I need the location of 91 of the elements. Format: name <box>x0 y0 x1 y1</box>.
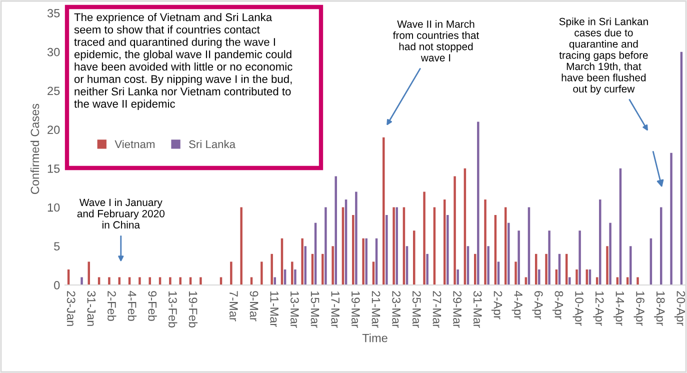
x-tick-label: 8-Apr <box>552 291 564 320</box>
bar <box>362 238 364 285</box>
bar <box>80 277 83 285</box>
x-tick-label: 18-Apr <box>654 291 665 326</box>
bar <box>291 262 294 285</box>
legend-label: Sri Lanka <box>189 140 236 148</box>
x-tick-label: 10-Apr <box>572 291 584 326</box>
x-tick-label: 19-Feb <box>188 291 198 328</box>
y-tick-label: 20 <box>48 126 60 134</box>
bar <box>538 269 540 285</box>
bar <box>568 277 571 285</box>
x-tick-label: 6-Apr <box>532 291 543 320</box>
x-tick-label: 27-Mar <box>432 291 442 328</box>
bar <box>396 207 398 285</box>
x-tick-label: 4-Apr <box>512 290 522 320</box>
y-tick-label: 35 <box>47 9 60 18</box>
bar <box>138 277 141 285</box>
y-axis-title: Confirmed Cases <box>30 104 40 194</box>
x-tick-label: 4-Feb <box>128 290 137 321</box>
legend-label: Vietnam <box>114 140 154 148</box>
bar <box>260 262 263 285</box>
bar <box>426 254 428 285</box>
bar <box>456 269 459 285</box>
bar <box>200 277 202 285</box>
annotation: Spike in Sri Lankan cases due to quarantine and tracing gaps before March 19th, that have been flushed out by curfew <box>559 18 648 95</box>
x-tick-label: 11-Mar <box>270 291 278 327</box>
x-tick-label: 9-Mar <box>250 291 258 322</box>
bar <box>670 152 672 285</box>
x-tick-label: 16-Apr <box>634 291 644 326</box>
bar <box>355 192 358 285</box>
bar <box>636 277 639 285</box>
y-tick-label: 5 <box>54 242 60 251</box>
bar <box>382 137 385 285</box>
y-tick-label: 15 <box>48 164 60 173</box>
bar <box>518 230 520 285</box>
bar <box>365 238 368 285</box>
bar <box>454 176 456 285</box>
bar <box>609 222 612 285</box>
bar <box>576 269 578 285</box>
annotation: Wave I in January and February 2020 in China <box>77 198 165 229</box>
x-tick-label: 17-Mar <box>331 291 340 328</box>
y-tick-label: 30 <box>47 48 60 56</box>
bar <box>294 269 296 285</box>
bar <box>548 230 550 285</box>
bar <box>301 238 304 285</box>
y-tick-label: 0 <box>54 281 60 290</box>
x-tick-label: 15-Mar <box>310 291 320 328</box>
x-tick-label: 12-Apr <box>593 291 604 326</box>
y-tick-label: 25 <box>48 86 60 96</box>
bar <box>487 246 490 285</box>
bar <box>514 262 517 285</box>
x-tick-label: 19-Mar <box>352 291 360 328</box>
bar <box>324 207 327 285</box>
annotation: The exprience of Vietnam and Sri Lanka seem to show that if countries contact traced and quarantined during the wave I epidemic, the global wave II pandemic could have been avoided with little or no economic or human cost. By nipping wave I in the bud, neither Sri Lanka nor Vietnam contributed to the wave II epidemic <box>74 13 292 110</box>
bar <box>392 207 395 285</box>
bar <box>270 254 273 285</box>
bar <box>386 215 388 285</box>
bar <box>108 277 110 285</box>
x-tick-label: 23-Mar <box>392 291 401 328</box>
x-tick-label: 7-Mar <box>230 291 238 322</box>
x-tick-label: 13-Feb <box>168 291 178 328</box>
x-tick-label: 9-Feb <box>148 291 157 321</box>
x-tick-label: 14-Apr <box>613 291 624 326</box>
bar <box>179 277 182 285</box>
bar <box>240 207 242 285</box>
x-tick-label: 23-Jan <box>66 291 76 326</box>
x-tick-label: 31-Jan <box>87 291 96 326</box>
x-tick-label: 13-Mar <box>290 291 299 328</box>
bar <box>230 262 232 285</box>
x-tick-label: 21-Mar <box>372 291 380 328</box>
bar <box>484 200 486 285</box>
x-tick-label: 20-Apr <box>674 291 686 326</box>
annotation: Wave II in March from countries that had not stopped wave I <box>393 20 480 62</box>
bar <box>332 246 334 285</box>
bar <box>322 254 324 285</box>
x-tick-label: 31-Mar <box>473 291 482 328</box>
bar <box>545 254 548 285</box>
x-tick-label: 25-Mar <box>412 291 421 328</box>
bar <box>446 215 449 285</box>
bar <box>477 122 480 285</box>
x-tick-label: 2-Apr <box>491 291 502 320</box>
x-tick-label: 29-Mar <box>453 291 462 328</box>
bar <box>352 215 354 285</box>
bar <box>508 222 510 285</box>
x-tick-label: 2-Feb <box>108 291 116 321</box>
bar <box>169 277 172 285</box>
bar <box>606 246 608 285</box>
bar <box>578 230 581 285</box>
bar <box>423 192 426 285</box>
x-axis-title: Time <box>362 334 388 342</box>
y-tick-label: 10 <box>48 203 60 212</box>
